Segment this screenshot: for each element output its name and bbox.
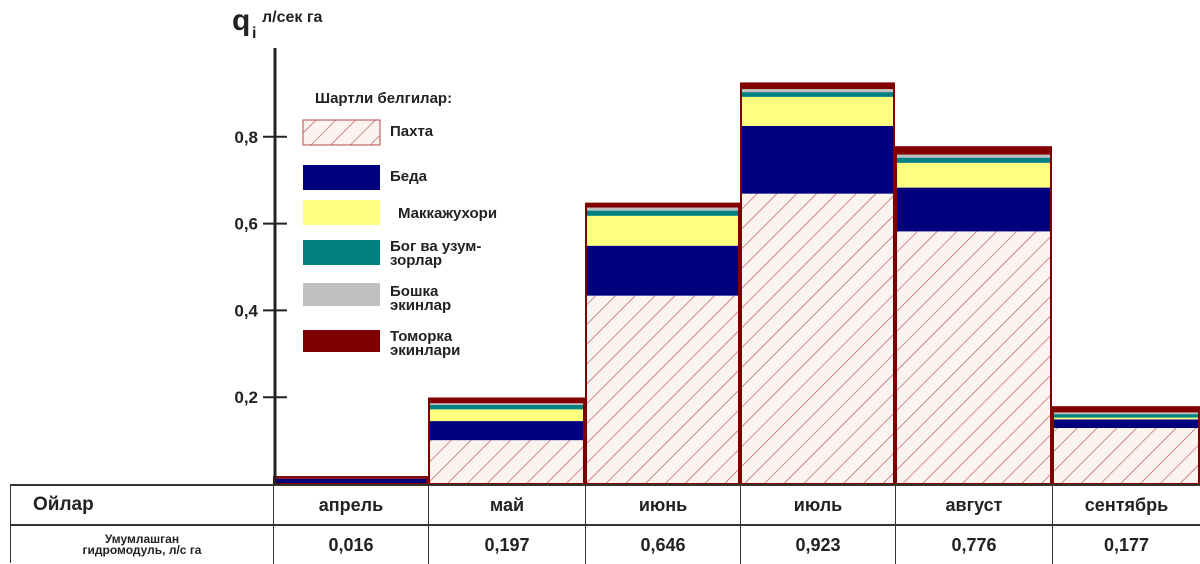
bar-segment bbox=[428, 409, 585, 422]
bar-segment bbox=[895, 187, 1052, 232]
month-label: май bbox=[429, 486, 586, 524]
bar-segment bbox=[895, 147, 1052, 155]
legend-label: Бошка экинлар bbox=[390, 283, 452, 314]
bar-segment bbox=[1052, 419, 1200, 429]
y-axis-unit: л/сек га bbox=[262, 9, 323, 26]
bar-segment bbox=[740, 83, 895, 90]
month-label: июль bbox=[741, 486, 896, 524]
month-label: сентябрь bbox=[1053, 486, 1200, 524]
table-rule bbox=[11, 524, 1200, 526]
bar-segment bbox=[585, 207, 740, 211]
bar-segment bbox=[585, 210, 740, 216]
bar-segment bbox=[1052, 407, 1200, 413]
bar-segment bbox=[1052, 428, 1200, 484]
bar-segment bbox=[740, 92, 895, 97]
legend-swatch bbox=[303, 200, 380, 225]
legend-swatch bbox=[303, 165, 380, 190]
y-tick-label: 0,4 bbox=[234, 301, 258, 320]
table-row-label: Умумлашган гидромодуль, л/с га bbox=[11, 526, 274, 564]
bar-segment bbox=[1052, 414, 1200, 418]
month-label: июнь bbox=[586, 486, 741, 524]
bar-segment bbox=[585, 245, 740, 296]
legend-label: Бог ва узум- зорлар bbox=[390, 238, 482, 269]
y-tick-label: 0,2 bbox=[234, 388, 258, 407]
legend-swatch bbox=[303, 283, 380, 306]
bar-segment bbox=[428, 440, 585, 484]
bar-segment bbox=[895, 162, 1052, 188]
bar-segment bbox=[585, 215, 740, 246]
y-tick-label: 0,6 bbox=[234, 215, 258, 234]
y-axis-label-sub: i bbox=[252, 25, 256, 42]
bar-segment bbox=[585, 295, 740, 484]
legend-label: Беда bbox=[390, 168, 427, 185]
legend-label: Пахта bbox=[390, 123, 434, 140]
bar-segment bbox=[740, 89, 895, 93]
y-axis-label: q bbox=[232, 4, 250, 37]
legend-swatch bbox=[303, 240, 380, 265]
legend-label: Томорка экинлари bbox=[390, 328, 461, 359]
legend-title: Шартли белгилар: bbox=[315, 90, 453, 107]
month-label: апрель bbox=[274, 486, 429, 524]
legend-swatch bbox=[303, 330, 380, 352]
bar-segment bbox=[1052, 412, 1200, 415]
bar-segment bbox=[895, 157, 1052, 163]
total-label: 0,197 bbox=[429, 526, 586, 564]
bar-segment bbox=[895, 231, 1052, 484]
bar-segment bbox=[895, 154, 1052, 158]
total-label: 0,776 bbox=[896, 526, 1053, 564]
month-label: август bbox=[896, 486, 1053, 524]
bar-segment bbox=[428, 403, 585, 406]
total-label: 0,016 bbox=[274, 526, 429, 564]
bar-segment bbox=[740, 193, 895, 485]
bar-segment bbox=[428, 405, 585, 410]
bar-segment bbox=[740, 96, 895, 126]
bar-segment bbox=[585, 203, 740, 208]
y-tick-label: 0,8 bbox=[234, 128, 258, 147]
total-label: 0,646 bbox=[586, 526, 741, 564]
bar-segment bbox=[273, 478, 428, 484]
total-label: 0,177 bbox=[1053, 526, 1200, 564]
bar-segment bbox=[740, 125, 895, 194]
table-header: Ойлар bbox=[11, 486, 274, 524]
legend-label: Маккажухори bbox=[398, 205, 498, 222]
legend-swatch bbox=[302, 119, 381, 146]
data-table: Ойлар Умумлашган гидромодуль, л/с га апр… bbox=[10, 484, 1200, 564]
bar-segment bbox=[428, 421, 585, 441]
total-label: 0,923 bbox=[741, 526, 896, 564]
bar-segment bbox=[1052, 417, 1200, 420]
bar-segment bbox=[428, 398, 585, 404]
